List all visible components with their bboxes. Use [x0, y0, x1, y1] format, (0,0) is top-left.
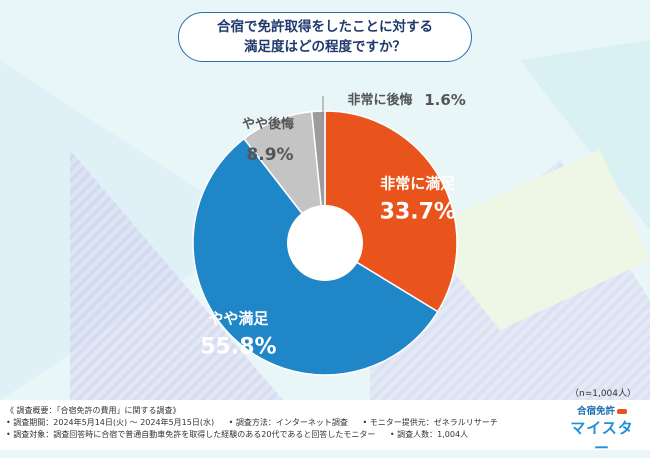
slice-label-somewhat-regret: やや後悔	[242, 116, 294, 132]
donut-hole	[287, 205, 363, 281]
bg-shape-right	[520, 40, 650, 230]
footer-row-1: • 調査期間：2024年5月14日(火) ～ 2024年5月15日(水) • 調…	[6, 417, 510, 429]
footer-band	[0, 400, 650, 450]
title-line-1: 合宿で免許取得をしたことに対する	[217, 19, 433, 35]
footer-heading: 《 調査概要：「合宿免許の費用」に関する調査》	[6, 406, 181, 415]
chart-title: 合宿で免許取得をしたことに対する 満足度はどの程度ですか？	[178, 12, 472, 62]
slice-value-somewhat-regret: 8.9%	[246, 145, 293, 165]
slice-label-very-regret: 非常に後悔	[347, 92, 412, 108]
slice-value-very-regret: 1.6%	[424, 91, 466, 109]
car-icon	[617, 409, 627, 414]
logo-line-1: 合宿免許	[576, 406, 615, 417]
sample-size-label: （n=1,004人）	[569, 389, 636, 399]
slice-value-somewhat-satisfied: 55.8%	[200, 335, 276, 360]
bg-shape-green	[420, 150, 650, 330]
slice-label-somewhat-satisfied: やや満足	[208, 310, 269, 328]
footer-row-2: • 調査対象：調査回答時に合宿で普通自動車免許を取得した経験のある20代であると…	[6, 429, 510, 441]
title-line-2: 満足度はどの程度ですか？	[244, 39, 406, 55]
survey-count: • 調査人数：1,004人	[389, 430, 469, 439]
slice-value-very-satisfied: 33.7%	[380, 199, 456, 224]
survey-period: • 調査期間：2024年5月14日(火) ～ 2024年5月15日(水)	[6, 418, 215, 427]
survey-method: • 調査方法：インターネット調査	[228, 418, 348, 427]
logo-line-2: マイスター	[570, 419, 634, 457]
bg-stripe-left	[70, 150, 300, 420]
brand-logo: 合宿免許 マイスター	[566, 406, 638, 457]
monitor-provider: • モニター提供元：ゼネラルリサーチ	[362, 418, 498, 427]
slice-label-very-satisfied: 非常に満足	[380, 174, 456, 192]
survey-footer: 《 調査概要：「合宿免許の費用」に関する調査》 • 調査期間：2024年5月14…	[6, 405, 510, 441]
survey-target: • 調査対象：調査回答時に合宿で普通自動車免許を取得した経験のある20代であると…	[6, 430, 376, 439]
